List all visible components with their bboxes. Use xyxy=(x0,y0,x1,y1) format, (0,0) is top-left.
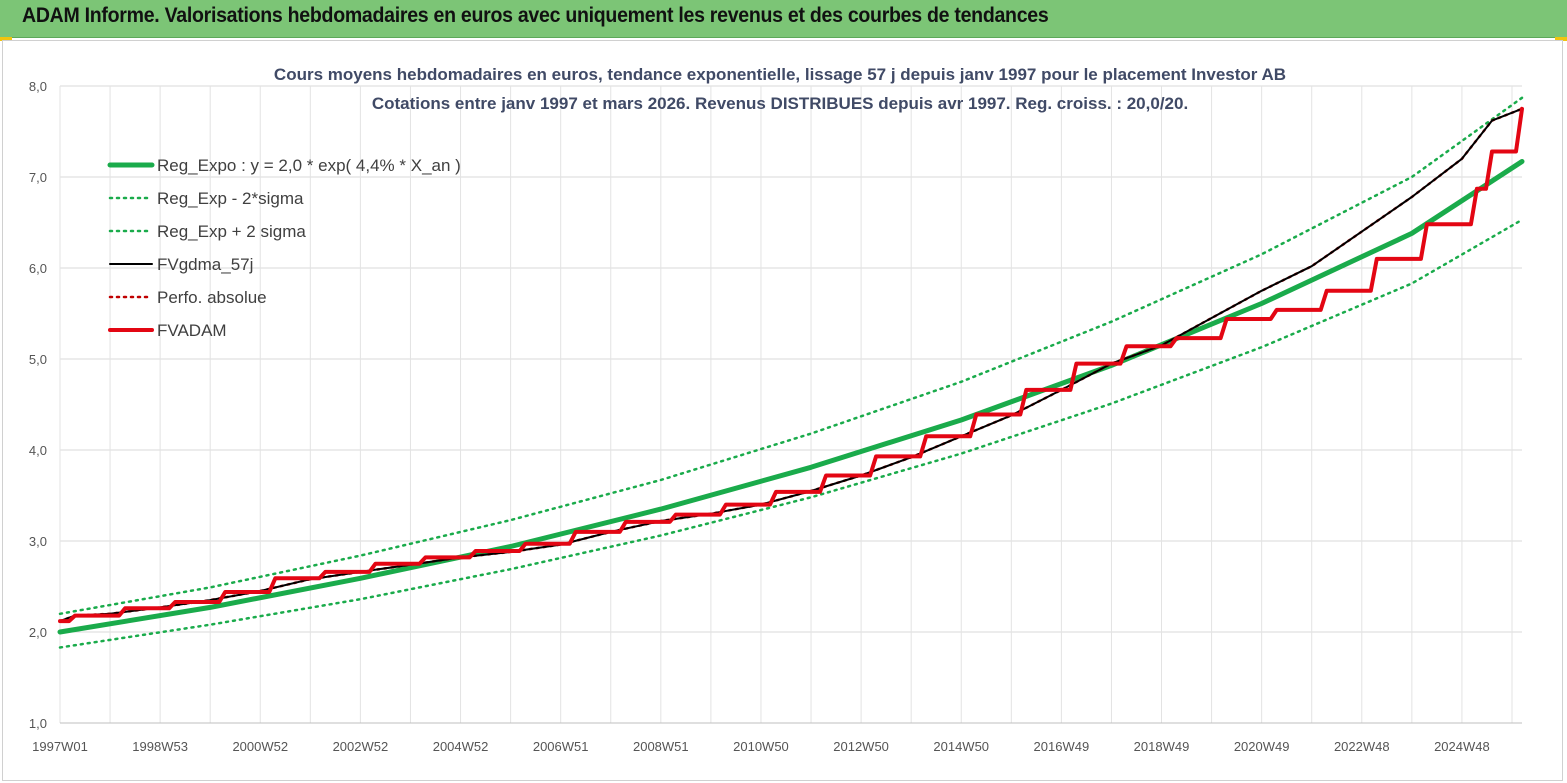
legend-label: Reg_Exp - 2*sigma xyxy=(157,189,304,208)
x-tick-label: 2024W48 xyxy=(1434,739,1490,754)
series-line-2 xyxy=(58,96,1524,616)
report-header-bar: ADAM Informe. Valorisations hebdomadaire… xyxy=(0,0,1567,38)
legend-label: FVADAM xyxy=(157,321,227,340)
series-line-4 xyxy=(58,107,1524,623)
series-line-0 xyxy=(57,159,1525,635)
legend-label: Reg_Expo : y = 2,0 * exp( 4,4% * X_an ) xyxy=(157,156,461,175)
x-tick-label: 2002W52 xyxy=(333,739,389,754)
chart-legend: Reg_Expo : y = 2,0 * exp( 4,4% * X_an ) R… xyxy=(107,156,461,340)
y-tick-label: 5,0 xyxy=(29,352,47,367)
x-tick-label: 2012W50 xyxy=(833,739,889,754)
x-tick-label: 2006W51 xyxy=(533,739,589,754)
series-line-3 xyxy=(59,107,1523,623)
y-axis-ticks: 1,0 2,0 3,0 4,0 5,0 6,0 7,0 8,0 xyxy=(29,79,47,731)
chart-series xyxy=(57,96,1525,649)
x-tick-label: 2010W50 xyxy=(733,739,789,754)
x-tick-label: 2022W48 xyxy=(1334,739,1390,754)
x-tick-label: 1997W01 xyxy=(32,739,88,754)
y-tick-label: 6,0 xyxy=(29,261,47,276)
chart-title: Cours moyens hebdomadaires en euros, ten… xyxy=(274,65,1286,84)
y-tick-label: 8,0 xyxy=(29,79,47,94)
chart-subtitle: Cotations entre janv 1997 et mars 2026. … xyxy=(372,94,1188,113)
y-tick-label: 7,0 xyxy=(29,170,47,185)
x-tick-label: 2018W49 xyxy=(1134,739,1190,754)
x-tick-label: 2008W51 xyxy=(633,739,689,754)
y-tick-label: 2,0 xyxy=(29,625,47,640)
series-line-1 xyxy=(58,218,1524,649)
legend-label: Perfo. absolue xyxy=(157,288,267,307)
y-tick-label: 4,0 xyxy=(29,443,47,458)
y-tick-label: 3,0 xyxy=(29,534,47,549)
report-title: ADAM Informe. Valorisations hebdomadaire… xyxy=(22,4,1049,27)
series-line-5 xyxy=(58,106,1524,624)
x-tick-label: 2000W52 xyxy=(232,739,288,754)
x-tick-label: 2016W49 xyxy=(1034,739,1090,754)
x-tick-label: 2020W49 xyxy=(1234,739,1290,754)
x-tick-label: 2004W52 xyxy=(433,739,489,754)
corner-marker-right xyxy=(1555,37,1567,41)
legend-label: Reg_Exp + 2 sigma xyxy=(157,222,306,241)
chart-grid xyxy=(59,85,1522,724)
x-tick-label: 2014W50 xyxy=(933,739,989,754)
corner-marker-left xyxy=(0,37,12,41)
legend-label: FVgdma_57j xyxy=(157,255,253,274)
x-axis-ticks: 1997W01 1998W53 2000W52 2002W52 2004W52 2006W… xyxy=(32,739,1490,754)
y-tick-label: 1,0 xyxy=(29,716,47,731)
x-tick-label: 1998W53 xyxy=(132,739,188,754)
chart-area xyxy=(2,40,1563,781)
